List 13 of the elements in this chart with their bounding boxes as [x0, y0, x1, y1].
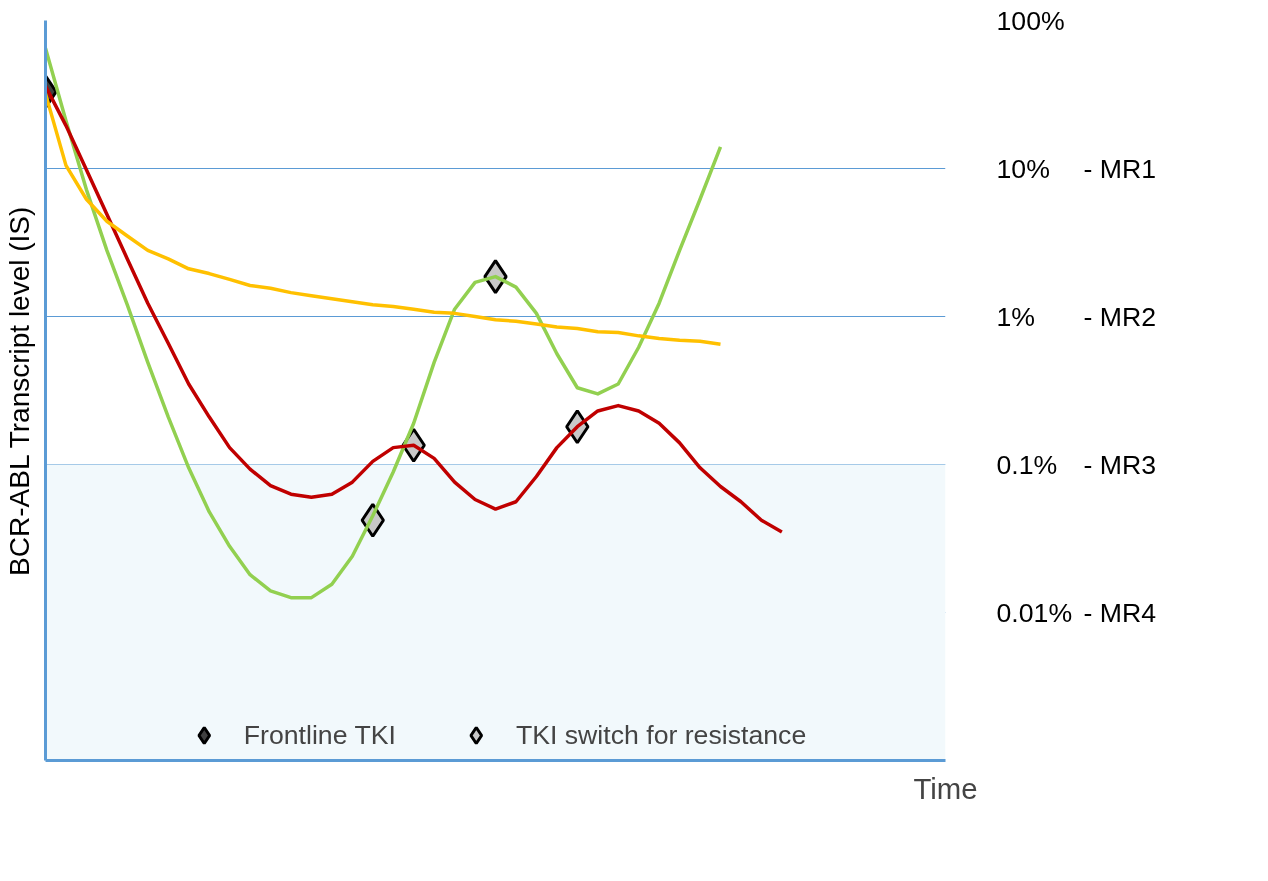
text: - MR1	[1083, 153, 1157, 184]
legend-label: Frontline TKI	[243, 719, 396, 751]
legend-label: TKI switch for resistance	[515, 719, 807, 751]
y-tick-label: 0.1%	[996, 449, 1058, 480]
y-tick-label: 1%	[996, 301, 1036, 332]
y-axis-title: BCR-ABL Transcript level (IS)	[3, 206, 35, 576]
text: - MR3	[1083, 449, 1157, 480]
x-axis-title: Time	[913, 771, 978, 805]
y-tick-label: 0.01%	[996, 597, 1073, 628]
text: - MR4	[1083, 597, 1157, 628]
y-tick-label: 10%	[996, 153, 1050, 184]
text: - MR2	[1083, 301, 1157, 332]
y-tick-label: 100%	[996, 5, 1065, 36]
